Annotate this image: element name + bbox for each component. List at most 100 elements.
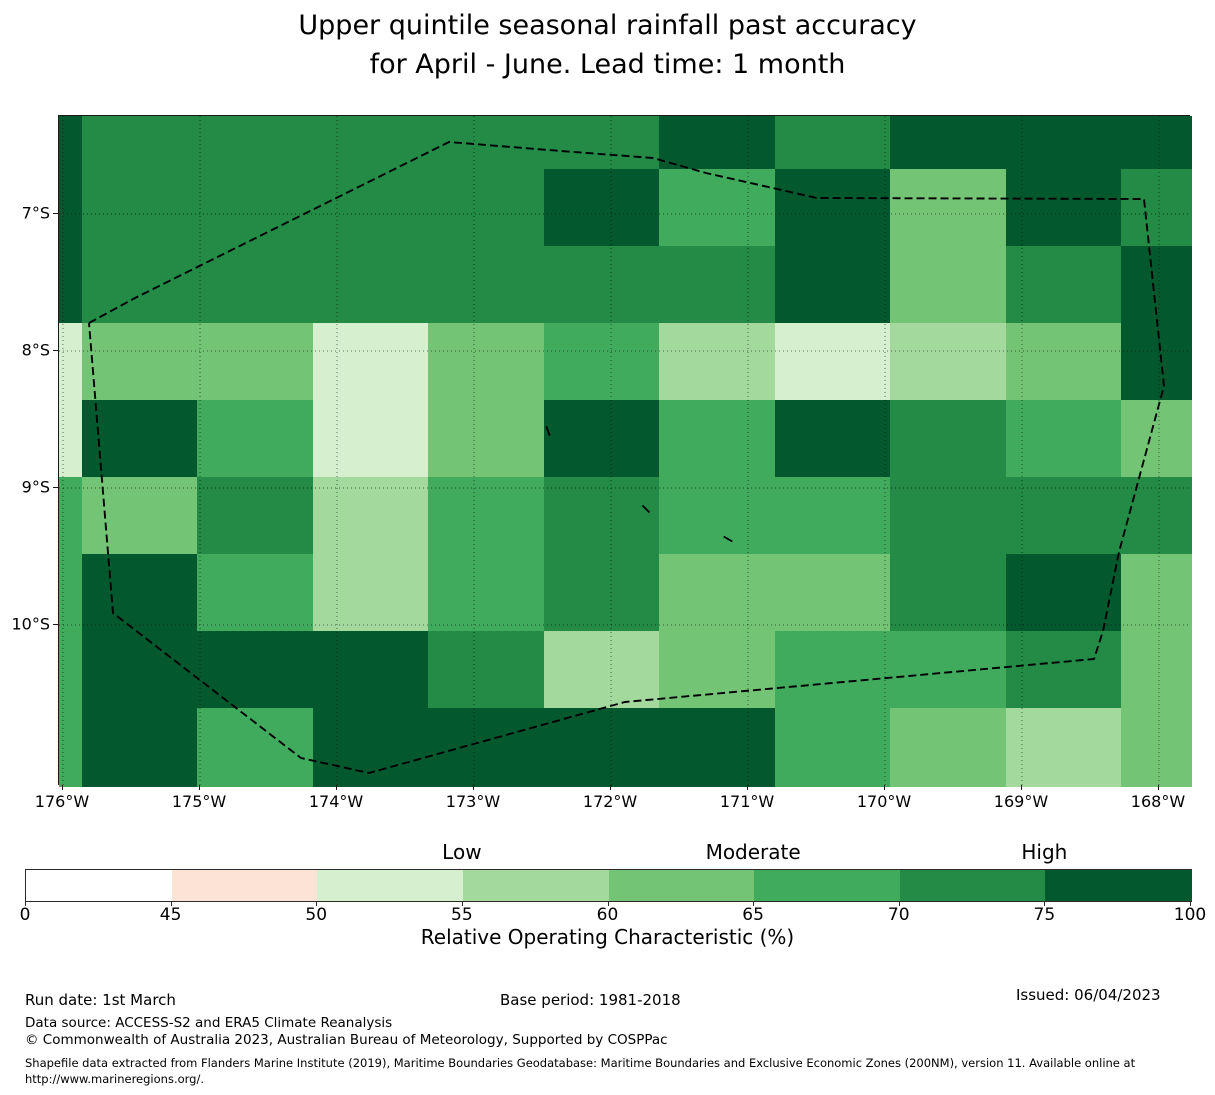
colorbar-tick-mark xyxy=(170,901,172,906)
base-period-text: Base period: 1981-2018 xyxy=(500,991,681,1009)
colorbar-tick-mark xyxy=(1190,901,1191,906)
x-tick-mark xyxy=(1157,785,1159,790)
roc-cell xyxy=(1121,168,1192,247)
roc-cell xyxy=(774,400,891,478)
roc-cell xyxy=(1006,476,1122,555)
roc-cell xyxy=(774,631,891,709)
x-tick-label: 174°W xyxy=(308,792,364,811)
x-tick-mark xyxy=(336,785,338,790)
y-tick-mark xyxy=(53,213,58,215)
roc-cell xyxy=(81,245,198,324)
run-date-text: Run date: 1st March xyxy=(25,991,176,1009)
colorbar-tick-mark xyxy=(898,901,900,906)
roc-cell xyxy=(774,323,891,401)
roc-cell xyxy=(544,245,660,324)
roc-cell xyxy=(659,400,776,478)
y-tick-label: 9°S xyxy=(21,477,50,497)
roc-cell xyxy=(659,708,776,787)
roc-cell xyxy=(81,323,198,401)
roc-cell xyxy=(196,168,314,247)
roc-cell xyxy=(659,168,776,247)
roc-cell xyxy=(544,400,660,478)
roc-cell xyxy=(659,553,776,632)
roc-heatmap xyxy=(58,115,1192,787)
roc-cell xyxy=(196,245,314,324)
roc-cell xyxy=(313,323,429,401)
roc-cell xyxy=(1006,631,1122,709)
roc-cell xyxy=(59,168,83,247)
roc-cell xyxy=(659,245,776,324)
roc-cell xyxy=(428,168,545,247)
data-source-text: Data source: ACCESS-S2 and ERA5 Climate … xyxy=(25,1015,393,1031)
roc-cell xyxy=(196,323,314,401)
roc-cell xyxy=(428,631,545,709)
roc-cell xyxy=(890,400,1007,478)
roc-cell xyxy=(81,476,198,555)
roc-cell xyxy=(428,245,545,324)
roc-cell xyxy=(1006,168,1122,247)
x-tick-mark xyxy=(884,785,886,790)
roc-cell xyxy=(1006,400,1122,478)
colorbar-segment xyxy=(26,870,173,901)
roc-cell xyxy=(659,476,776,555)
roc-cell xyxy=(1121,476,1192,555)
roc-cell xyxy=(1006,323,1122,401)
roc-cell xyxy=(81,631,198,709)
roc-cell xyxy=(59,116,83,170)
roc-cell xyxy=(544,631,660,709)
roc-cell xyxy=(544,168,660,247)
colorbar-segment xyxy=(462,870,609,901)
roc-cell xyxy=(1121,553,1192,632)
roc-cell xyxy=(313,400,429,478)
colorbar-tick-label: 50 xyxy=(305,905,328,925)
roc-cell xyxy=(659,323,776,401)
roc-cell xyxy=(1006,708,1122,787)
roc-cell xyxy=(196,116,314,170)
roc-cell xyxy=(313,245,429,324)
colorbar-header-high: High xyxy=(1021,840,1068,864)
roc-cell xyxy=(59,245,83,324)
x-tick-mark xyxy=(61,785,63,790)
y-tick-label: 10°S xyxy=(11,614,50,634)
roc-cell xyxy=(890,553,1007,632)
y-tick-mark xyxy=(53,349,58,351)
roc-cell xyxy=(196,553,314,632)
roc-cell xyxy=(428,553,545,632)
colorbar-segment xyxy=(899,870,1046,901)
x-tick-mark xyxy=(610,785,612,790)
roc-cell xyxy=(428,708,545,787)
roc-cell xyxy=(313,553,429,632)
roc-cell xyxy=(313,116,429,170)
x-tick-label: 172°W xyxy=(582,792,638,811)
roc-cell xyxy=(1121,708,1192,787)
roc-cell xyxy=(313,708,429,787)
roc-cell xyxy=(313,631,429,709)
roc-cell xyxy=(313,168,429,247)
x-tick-mark xyxy=(472,785,474,790)
roc-cell xyxy=(81,116,198,170)
chart-title-line1: Upper quintile seasonal rainfall past ac… xyxy=(298,10,917,41)
roc-cell xyxy=(59,323,83,401)
roc-cell xyxy=(81,168,198,247)
roc-cell xyxy=(428,323,545,401)
copyright-text: © Commonwealth of Australia 2023, Austra… xyxy=(25,1032,668,1048)
roc-cell xyxy=(81,400,198,478)
colorbar-segment xyxy=(608,870,755,901)
roc-cell xyxy=(1121,400,1192,478)
roc-cell xyxy=(1006,116,1122,170)
x-tick-mark xyxy=(199,785,201,790)
colorbar-tick-label: 70 xyxy=(887,905,910,925)
roc-cell xyxy=(59,553,83,632)
colorbar-tick-mark xyxy=(1044,901,1046,906)
roc-cell xyxy=(59,400,83,478)
roc-cell xyxy=(1121,245,1192,324)
roc-cell xyxy=(890,631,1007,709)
roc-cell xyxy=(659,631,776,709)
roc-cell xyxy=(890,116,1007,170)
y-tick-mark xyxy=(53,486,58,488)
colorbar-tick-mark xyxy=(25,901,26,906)
roc-cell xyxy=(544,553,660,632)
x-tick-mark xyxy=(1020,785,1022,790)
x-tick-label: 176°W xyxy=(34,792,90,811)
